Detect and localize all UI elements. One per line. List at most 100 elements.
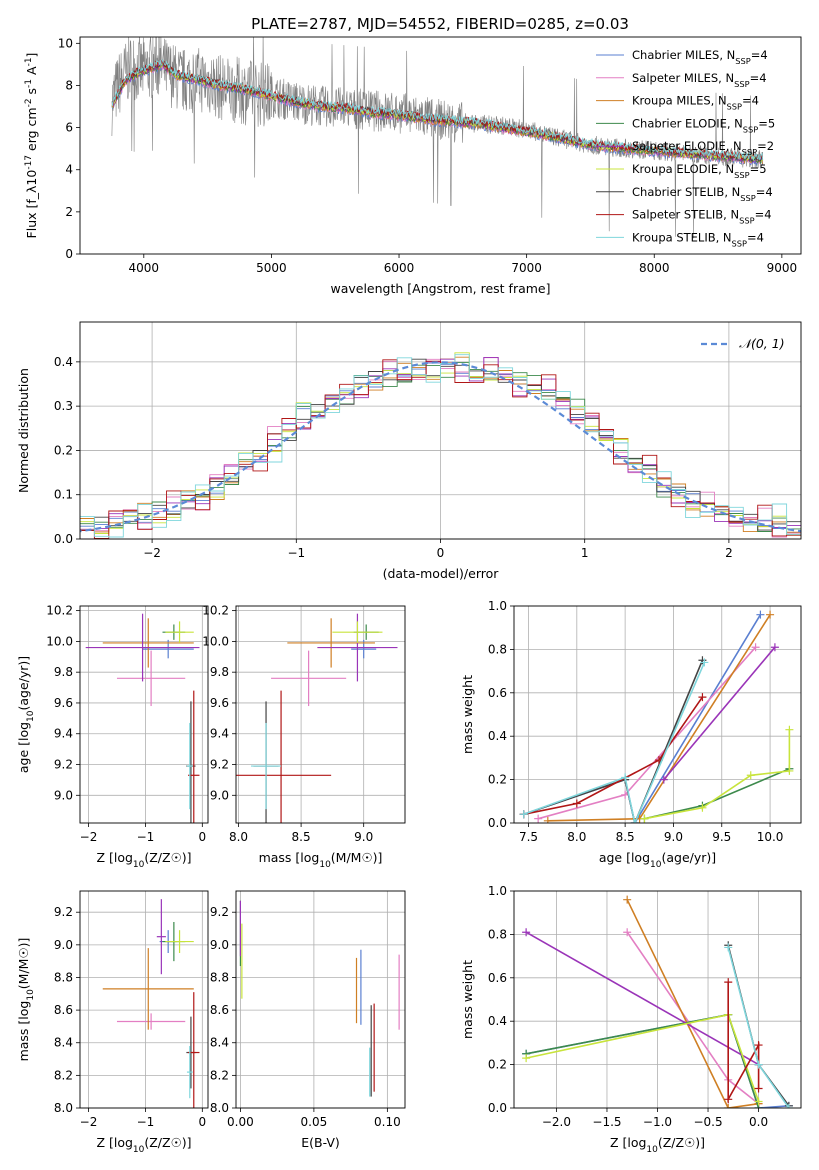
y-tick-label: 10.0 [202,634,229,648]
mass-weight-line [663,646,776,781]
legend-label-sub: SSP [732,238,747,248]
y-axis-label: mass [log10(M/M☉)] [16,938,36,1062]
mass-age-panel: 8.0 8.5 9.0 9.0 9.2 9.4 9.6 9.8 10.0 10.2 mass [lo… [202,604,406,870]
residuals-panel: −2 −1 0 1 2 0.0 0.1 0.2 0.3 0.4 (data-model)/error… [16,321,802,581]
legend-label: Salpeter STELIB, NSSP=4 [632,208,772,226]
mass-weight-marker [700,658,709,667]
x-axis-label-part: Z [log [96,1135,132,1150]
x-tick-label: 6000 [384,261,415,275]
mass-weight-marker [534,814,543,823]
y-axis-label-part: mass [log [16,1001,31,1062]
y-tick-label: 9.4 [54,727,73,741]
mass-weight-line [523,662,706,823]
y-tick-label: 0.2 [488,773,507,787]
x-axis-label-part: E(B-V) [301,1135,340,1150]
y-axis-label-part: A [24,66,39,79]
x-axis-label: Z [log10(Z/Z☉)] [610,1135,705,1155]
legend-label: Salpeter ELODIE, NSSP=2 [632,139,774,157]
x-tick-label: 4000 [129,261,160,275]
age-weight-panel: 7.5 8.0 8.5 9.0 9.5 10.0 0.0 0.2 0.4 0.6 0.8 1.0 age… [460,599,802,870]
mass-weight-marker [766,610,775,619]
x-tick-label: 0 [198,830,206,844]
x-axis-label-part: (Z/Z☉)] [144,850,191,865]
y-tick-label: 0.8 [488,927,507,941]
x-tick-label: 8.5 [292,830,311,844]
x-tick-label: 8.5 [616,830,635,844]
y-tick-label: 9.2 [54,905,73,919]
x-tick-label: 0.00 [227,1115,254,1129]
mass-weight-marker [754,1097,763,1106]
y-tick-label: 0.6 [488,686,507,700]
mass-weight-marker [543,816,552,823]
x-tick-label: 0.05 [301,1115,328,1129]
y-axis-label-part: age [log [16,722,31,773]
x-tick-label: 10.0 [757,830,784,844]
mass-weight-marker [770,643,779,652]
x-axis-label-part: (M/M☉)] [331,850,383,865]
mass-weight-marker [724,1104,733,1108]
x-axis-label-sub: 10 [650,860,662,870]
mass-weight-line [547,614,771,822]
legend-label: Chabrier MILES, NSSP=4 [632,48,768,66]
x-tick-label: −1.0 [643,1115,672,1129]
y-tick-label: 10.2 [202,604,229,618]
y-tick-label: 10 [58,36,73,50]
z-mass-plot-area [102,899,200,1108]
x-axis-label: Z [log10(Z/Z☉)] [96,1135,191,1155]
mass-weight-marker [756,610,765,619]
y-tick-label: 8.8 [54,970,73,984]
legend-label-part: Salpeter STELIB, N [632,208,739,222]
y-axis-label-sup: -2 [24,98,34,107]
x-tick-label: 2 [725,546,733,560]
mass-weight-line [626,899,759,1108]
x-axis-label: (data-model)/error [383,566,500,581]
y-tick-label: 0.6 [488,971,507,985]
y-tick-label: 8.6 [54,1003,73,1017]
legend-label: Kroupa ELODIE, NSSP=5 [632,162,767,180]
mass-weight-line [525,931,759,1066]
x-tick-label: 0.10 [374,1115,401,1129]
y-tick-label: 9.6 [210,696,229,710]
spectrum-panel: 4000 5000 6000 7000 8000 9000 0 2 4 6 8 10 wavelengt… [24,36,802,296]
mass-weight-marker [724,943,733,952]
x-tick-label: −0.5 [693,1115,722,1129]
y-tick-label: 2 [65,205,73,219]
x-axis-label-sub: 10 [646,1145,658,1155]
mass-weight-marker [623,895,632,904]
x-axis-label-part: (Z/Z☉)] [658,1135,705,1150]
z-weight-panel: −2.0 −1.5 −1.0 −0.5 0.0 0.0 0.2 0.4 0.6 0.8 1.0 Z [… [460,884,802,1155]
mass-weight-marker [659,775,668,784]
mass-weight-line [523,696,704,816]
ebv-mass-panel: 0.00 0.05 0.10 8.0 8.2 8.4 8.6 8.8 9.0 9.2 E(B-V) [210,890,406,1150]
y-tick-label: 9.6 [54,696,73,710]
mass-weight-marker [784,1104,793,1108]
y-axis-label-sup: -1 [24,79,34,88]
y-tick-label: 0.4 [54,355,73,369]
y-tick-label: 9.2 [210,758,229,772]
x-tick-label: −2 [80,830,98,844]
y-tick-label: 8.2 [210,1068,229,1082]
mass-weight-marker [698,656,707,665]
legend-label-part: =4 [742,94,759,108]
x-axis-label-part: wavelength [Angstrom, rest frame] [330,281,550,296]
y-tick-label: 8.0 [54,1101,73,1115]
x-tick-label: −2.0 [542,1115,571,1129]
y-axis-label-part: Normed distribution [16,368,31,493]
mass-weight-line [626,931,760,1105]
y-tick-label: 8.2 [54,1068,73,1082]
y-tick-label: 8.4 [210,1036,229,1050]
y-tick-label: 0.2 [54,443,73,457]
y-tick-label: 0.3 [54,399,73,413]
y-tick-label: 0.0 [488,816,507,830]
axes-frame [79,605,209,824]
axes-frame [235,605,406,824]
y-tick-label: 9.2 [54,758,73,772]
x-axis-label: E(B-V) [301,1135,340,1150]
figure-title: PLATE=2787, MJD=54552, FIBERID=0285, z=0… [251,15,629,33]
residual-histogram-step [80,354,801,538]
y-tick-label: 1.0 [488,599,507,613]
legend-label: 𝒩(0, 1) [739,336,785,351]
y-tick-label: 6 [65,121,73,135]
x-tick-label: 7000 [511,261,542,275]
legend-label-part: Chabrier MILES, N [632,48,735,62]
